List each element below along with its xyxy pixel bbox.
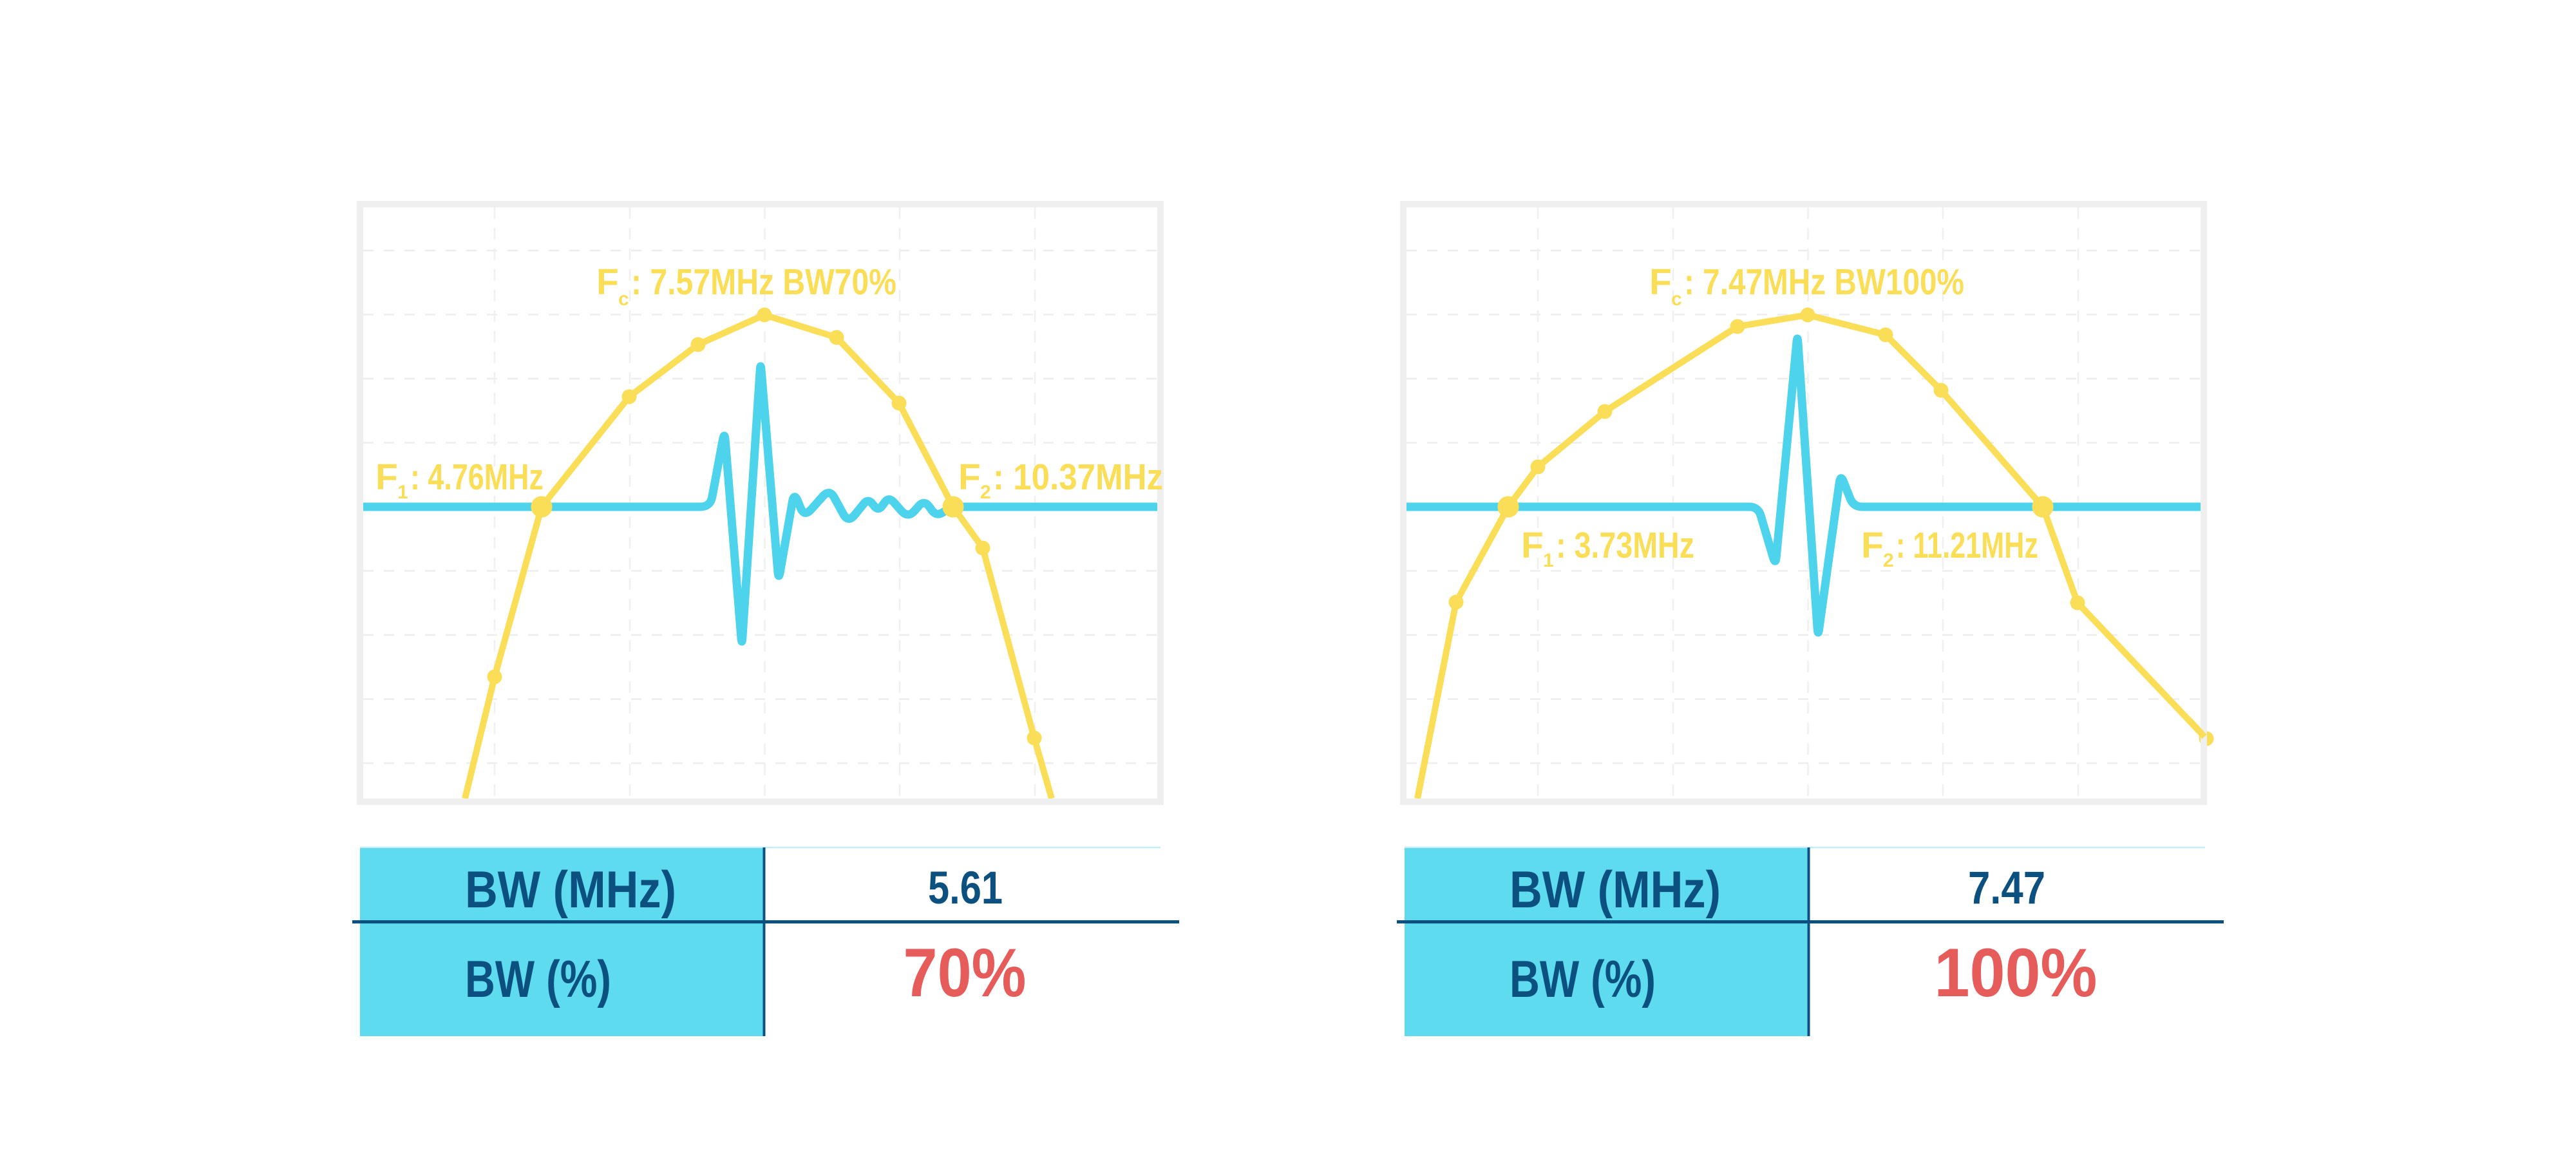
svg-text:1: 1 [1543, 550, 1554, 571]
svg-text:: 3.73MHz: : 3.73MHz [1556, 525, 1694, 566]
svg-text:F: F [958, 457, 981, 498]
svg-text:c: c [1671, 288, 1682, 310]
svg-text:: 11.21MHz: : 11.21MHz [1896, 525, 2038, 566]
svg-text:100%: 100% [1935, 934, 2098, 1011]
svg-text:2: 2 [980, 482, 991, 503]
svg-text:BW (MHz): BW (MHz) [1510, 861, 1721, 919]
svg-text:F: F [596, 261, 619, 303]
svg-text:BW (MHz): BW (MHz) [465, 861, 676, 919]
svg-text:: 7.57MHz BW70%: : 7.57MHz BW70% [631, 261, 896, 303]
svg-text:: 7.47MHz BW100%: : 7.47MHz BW100% [1684, 261, 1964, 303]
svg-text:BW (%): BW (%) [1510, 951, 1656, 1008]
svg-text:F: F [1521, 525, 1544, 566]
svg-text:F: F [1649, 261, 1672, 303]
svg-text:c: c [618, 288, 629, 310]
svg-text:2: 2 [1883, 550, 1894, 571]
svg-text:7.47: 7.47 [1968, 863, 2045, 914]
svg-text:F: F [1861, 525, 1884, 566]
svg-text:: 4.76MHz: : 4.76MHz [410, 457, 544, 498]
svg-text:1: 1 [397, 482, 408, 503]
svg-text:BW (%): BW (%) [465, 951, 611, 1008]
svg-text:5.61: 5.61 [928, 863, 1003, 914]
svg-text:70%: 70% [904, 934, 1027, 1011]
svg-text:F: F [375, 457, 398, 498]
svg-text:: 10.37MHz: : 10.37MHz [993, 457, 1163, 498]
